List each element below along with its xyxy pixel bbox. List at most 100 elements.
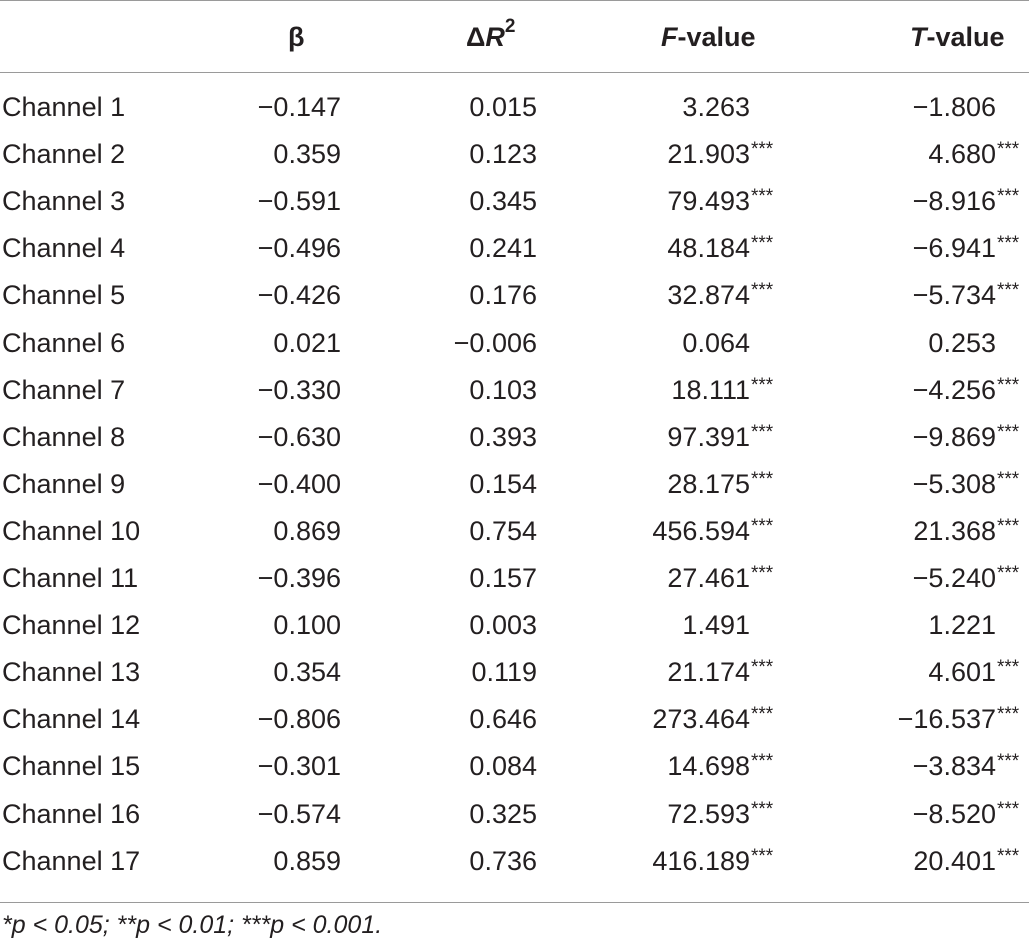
delta-r2-cell: 0.345 bbox=[469, 186, 537, 217]
table-row: Channel 8 −0.630 0.393 97.391 *** −9.869 *** bbox=[0, 414, 1029, 461]
t-significance-stars: *** bbox=[997, 845, 1020, 867]
f-value-cell: 1.491 bbox=[682, 610, 750, 641]
channel-label: Channel 1 bbox=[2, 92, 126, 122]
t-value-cell: −1.806 bbox=[912, 92, 996, 122]
table-row: Channel 15 −0.301 0.084 14.698 *** −3.834 *** bbox=[0, 743, 1029, 790]
t-value-cell: −5.308 bbox=[912, 468, 996, 499]
f-significance-stars: *** bbox=[751, 704, 774, 726]
t-value-cell: −6.941 bbox=[912, 233, 996, 264]
f-value-cell: 27.461 bbox=[667, 563, 750, 593]
t-significance-stars: *** bbox=[997, 704, 1020, 726]
delta-r2-cell: 0.103 bbox=[469, 374, 537, 405]
t-significance-stars: *** bbox=[997, 468, 1020, 490]
f-value-cell: 72.593 bbox=[667, 798, 750, 829]
t-value-cell: 4.601 bbox=[928, 657, 996, 688]
beta-cell: −0.301 bbox=[257, 751, 341, 782]
table-row: Channel 11 −0.396 0.157 27.461 *** −5.240 *** bbox=[0, 555, 1029, 602]
f-value-cell: 28.175 bbox=[667, 468, 750, 499]
delta-r2-cell: 0.736 bbox=[469, 845, 537, 876]
t-significance-stars: *** bbox=[997, 139, 1020, 161]
t-significance-stars: *** bbox=[997, 657, 1020, 679]
t-significance-stars: *** bbox=[997, 563, 1020, 584]
f-significance-stars: *** bbox=[751, 798, 774, 820]
channel-label: Channel 2 bbox=[2, 139, 126, 170]
table-row: Channel 1 −0.147 0.015 3.263 −1.806 bbox=[0, 84, 1029, 131]
bottom-rule bbox=[0, 902, 1029, 903]
f-significance-stars: *** bbox=[751, 139, 774, 161]
delta-r2-cell: 0.241 bbox=[469, 233, 537, 264]
beta-cell: −0.574 bbox=[257, 798, 341, 829]
beta-cell: −0.630 bbox=[257, 421, 341, 452]
table-row: Channel 10 0.869 0.754 456.594 *** 21.368 *** bbox=[0, 508, 1029, 555]
t-value-cell: −8.916 bbox=[912, 186, 996, 217]
f-significance-stars: *** bbox=[751, 845, 774, 867]
beta-cell: −0.147 bbox=[257, 92, 341, 122]
table-row: Channel 4 −0.496 0.241 48.184 *** −6.941 *** bbox=[0, 225, 1029, 272]
f-value-cell: 48.184 bbox=[667, 233, 750, 264]
f-significance-stars: *** bbox=[751, 421, 774, 443]
f-value-cell: 79.493 bbox=[667, 186, 750, 217]
t-significance-stars: *** bbox=[997, 421, 1020, 443]
channel-label: Channel 11 bbox=[2, 563, 139, 593]
f-significance-stars: *** bbox=[751, 233, 774, 255]
t-value-cell: −4.256 bbox=[912, 374, 996, 405]
delta-r2-cell: 0.325 bbox=[469, 798, 537, 829]
channel-label: Channel 4 bbox=[2, 233, 126, 264]
beta-cell: −0.330 bbox=[257, 374, 341, 405]
f-value-cell: 32.874 bbox=[667, 280, 750, 311]
beta-cell: −0.400 bbox=[257, 468, 341, 499]
f-significance-stars: *** bbox=[751, 515, 774, 537]
beta-cell: 0.100 bbox=[273, 610, 341, 641]
header-beta: β bbox=[288, 22, 305, 52]
channel-label: Channel 9 bbox=[2, 468, 126, 499]
f-significance-stars: *** bbox=[751, 657, 774, 679]
beta-cell: 0.859 bbox=[273, 845, 341, 876]
f-significance-stars: *** bbox=[751, 374, 774, 396]
channel-label: Channel 13 bbox=[2, 657, 141, 688]
t-value-cell: −3.834 bbox=[912, 751, 996, 782]
delta-r2-cell: 0.123 bbox=[469, 139, 537, 170]
f-significance-stars: *** bbox=[751, 280, 774, 302]
table-row: Channel 7 −0.330 0.103 18.111 *** −4.256 *** bbox=[0, 367, 1029, 414]
beta-cell: −0.591 bbox=[257, 186, 341, 217]
channel-label: Channel 10 bbox=[2, 515, 141, 546]
beta-cell: −0.396 bbox=[257, 563, 341, 593]
t-value-cell: −5.734 bbox=[912, 280, 996, 311]
delta-r2-cell: 0.154 bbox=[469, 468, 537, 499]
header-delta-r2: ΔR2 bbox=[466, 16, 516, 52]
f-significance-stars: *** bbox=[751, 563, 774, 584]
t-value-cell: 1.221 bbox=[928, 610, 996, 641]
significance-footnote: *p < 0.05; **p < 0.01; ***p < 0.001. bbox=[2, 911, 383, 939]
f-value-cell: 3.263 bbox=[682, 92, 750, 122]
channel-label: Channel 17 bbox=[2, 845, 141, 876]
f-significance-stars: *** bbox=[751, 468, 774, 490]
delta-r2-cell: 0.646 bbox=[469, 704, 537, 735]
table-row: Channel 16 −0.574 0.325 72.593 *** −8.520 *** bbox=[0, 791, 1029, 838]
beta-cell: 0.359 bbox=[273, 139, 341, 170]
t-significance-stars: *** bbox=[997, 374, 1020, 396]
f-value-cell: 18.111 bbox=[671, 374, 750, 405]
f-significance-stars: *** bbox=[751, 186, 774, 208]
table-row: Channel 12 0.100 0.003 1.491 1.221 bbox=[0, 602, 1029, 649]
header-rule bbox=[0, 72, 1029, 73]
table-row: Channel 13 0.354 0.119 21.174 *** 4.601 *** bbox=[0, 649, 1029, 696]
delta-r2-cell: −0.006 bbox=[453, 327, 537, 358]
beta-cell: 0.354 bbox=[273, 657, 341, 688]
t-significance-stars: *** bbox=[997, 186, 1020, 208]
channel-label: Channel 12 bbox=[2, 610, 141, 641]
f-value-cell: 416.189 bbox=[652, 845, 750, 876]
channel-label: Channel 16 bbox=[2, 798, 141, 829]
table-row: Channel 3 −0.591 0.345 79.493 *** −8.916 *** bbox=[0, 178, 1029, 225]
delta-r2-cell: 0.119 bbox=[471, 657, 537, 688]
t-significance-stars: *** bbox=[997, 751, 1020, 773]
f-value-cell: 97.391 bbox=[667, 421, 750, 452]
beta-cell: −0.496 bbox=[257, 233, 341, 264]
table-row: Channel 14 −0.806 0.646 273.464 *** −16.537 **… bbox=[0, 696, 1029, 743]
table-row: Channel 9 −0.400 0.154 28.175 *** −5.308 *** bbox=[0, 461, 1029, 508]
t-value-cell: 0.253 bbox=[928, 327, 996, 358]
t-value-cell: 4.680 bbox=[928, 139, 996, 170]
header-t-value: T-value bbox=[910, 22, 1005, 52]
channel-label: Channel 7 bbox=[2, 374, 126, 405]
table-row: Channel 5 −0.426 0.176 32.874 *** −5.734 *** bbox=[0, 272, 1029, 319]
delta-r2-cell: 0.754 bbox=[469, 515, 537, 546]
